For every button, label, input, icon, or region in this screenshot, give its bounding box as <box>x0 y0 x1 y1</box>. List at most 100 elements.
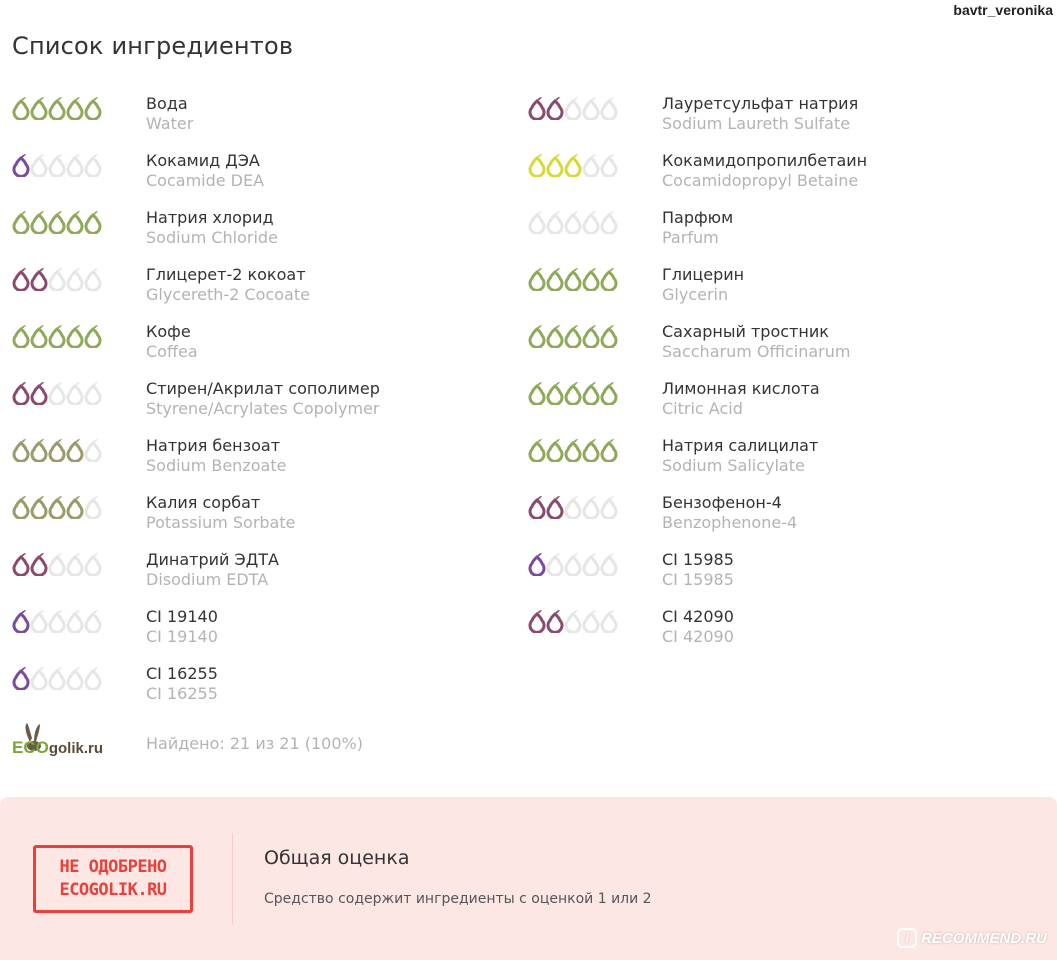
ingredient-name-ru[interactable]: CI 42090 <box>662 607 734 626</box>
ingredient-name-ru[interactable]: Вода <box>146 94 188 113</box>
ingredient-name-ru[interactable]: Натрия хлорид <box>146 208 274 227</box>
ingredient-name-ru[interactable]: Бензофенон-4 <box>662 493 782 512</box>
empty-drop-icon <box>564 97 582 120</box>
filled-drop-icon <box>30 268 48 291</box>
ingredient-item[interactable]: CI 16255 CI 16255 <box>0 660 516 717</box>
filled-drop-icon <box>546 97 564 120</box>
ingredient-name-ru[interactable]: Стирен/Акрилат сополимер <box>146 379 380 398</box>
ingredient-name-ru[interactable]: CI 19140 <box>146 607 218 626</box>
ingredient-names: Лауретсульфат натрия Sodium Laureth Sulfa… <box>662 90 858 134</box>
ingredient-name-en: Benzophenone-4 <box>662 513 798 532</box>
ingredient-name-ru[interactable]: Кокамидопропилбетаин <box>662 151 868 170</box>
filled-drop-icon <box>48 325 66 348</box>
ingredient-item[interactable]: Вода Water <box>0 90 516 147</box>
recommend-watermark: i RECOMMEND.RU <box>897 928 1047 948</box>
ingredient-item[interactable]: Стирен/Акрилат сополимер Styrene/Acrylate… <box>0 375 516 432</box>
empty-drop-icon <box>582 553 600 576</box>
filled-drop-icon <box>30 211 48 234</box>
ingredient-item[interactable]: Динатрий ЭДТА Disodium EDTA <box>0 546 516 603</box>
ingredient-names: Глицерет-2 кокоат Glycereth-2 Cocoate <box>146 261 310 305</box>
empty-drop-icon <box>66 553 84 576</box>
rating-drops <box>12 375 146 405</box>
ingredient-name-ru[interactable]: Динатрий ЭДТА <box>146 550 279 569</box>
ingredient-item[interactable]: CI 42090 CI 42090 <box>516 603 1032 660</box>
ingredient-name-ru[interactable]: Лимонная кислота <box>662 379 820 398</box>
ingredient-item[interactable]: Лауретсульфат натрия Sodium Laureth Sulfa… <box>516 90 1032 147</box>
filled-drop-icon <box>546 268 564 291</box>
filled-drop-icon <box>12 268 30 291</box>
ingredient-names: Кокамид ДЭА Cocamide DEA <box>146 147 264 191</box>
ingredient-names: Парфюм Parfum <box>662 204 733 248</box>
empty-drop-icon <box>48 268 66 291</box>
ingredient-name-ru[interactable]: CI 15985 <box>662 550 734 569</box>
logo-rest-text: golik.ru <box>48 740 104 757</box>
ingredient-item[interactable]: Кокамидопропилбетаин Cocamidopropyl Betai… <box>516 147 1032 204</box>
ingredient-name-en: Sodium Salicylate <box>662 456 805 475</box>
ingredient-item[interactable]: Кокамид ДЭА Cocamide DEA <box>0 147 516 204</box>
ingredient-name-ru[interactable]: Лауретсульфат натрия <box>662 94 859 113</box>
ingredient-name-ru[interactable]: Сахарный тростник <box>662 322 829 341</box>
empty-drop-icon <box>66 382 84 405</box>
ingredient-name-ru[interactable]: Парфюм <box>662 208 734 227</box>
not-approved-stamp: НЕ ОДОБРЕНО ECOGOLIK.RU <box>33 845 193 913</box>
filled-drop-icon <box>30 382 48 405</box>
empty-drop-icon <box>600 211 618 234</box>
watermark-text: RECOMMEND.RU <box>921 929 1047 947</box>
empty-drop-icon <box>84 610 102 633</box>
filled-drop-icon <box>12 496 30 519</box>
username[interactable]: bavtr_veronika <box>953 2 1053 18</box>
ingredient-name-en: Cocamide DEA <box>146 171 265 190</box>
filled-drop-icon <box>528 154 546 177</box>
page-title: Список ингредиентов <box>12 32 294 60</box>
ingredient-item[interactable]: Калия сорбат Potassium Sorbate <box>0 489 516 546</box>
ingredient-item[interactable]: Лимонная кислота Citric Acid <box>516 375 1032 432</box>
ingredient-item[interactable]: Парфюм Parfum <box>516 204 1032 261</box>
ecogolik-logo[interactable]: ECOgolik.ru <box>12 720 146 766</box>
ingredient-item[interactable]: Сахарный тростник Saccharum Officinarum <box>516 318 1032 375</box>
filled-drop-icon <box>564 325 582 348</box>
filled-drop-icon <box>546 154 564 177</box>
empty-drop-icon <box>564 610 582 633</box>
ingredient-name-ru[interactable]: Кокамид ДЭА <box>146 151 260 170</box>
ingredient-item[interactable]: Бензофенон-4 Benzophenone-4 <box>516 489 1032 546</box>
ingredient-names: Глицерин Glycerin <box>662 261 744 305</box>
ingredient-item[interactable]: CI 19140 CI 19140 <box>0 603 516 660</box>
rating-drops <box>528 90 662 120</box>
rating-drops <box>12 318 146 348</box>
ingredient-item[interactable]: CI 15985 CI 15985 <box>516 546 1032 603</box>
ingredient-name-ru[interactable]: Натрия бензоат <box>146 436 281 455</box>
ingredient-item[interactable]: Глицерин Glycerin <box>516 261 1032 318</box>
drop-rating-icon <box>528 496 618 519</box>
drop-rating-icon <box>12 382 102 405</box>
ingredient-item[interactable]: Глицерет-2 кокоат Glycereth-2 Cocoate <box>0 261 516 318</box>
empty-drop-icon <box>30 154 48 177</box>
filled-drop-icon <box>30 553 48 576</box>
empty-drop-icon <box>48 610 66 633</box>
ingredient-name-ru[interactable]: Глицерет-2 кокоат <box>146 265 306 284</box>
empty-drop-icon <box>582 496 600 519</box>
filled-drop-icon <box>12 382 30 405</box>
ingredient-name-ru[interactable]: Кофе <box>146 322 191 341</box>
empty-drop-icon <box>564 496 582 519</box>
filled-drop-icon <box>12 325 30 348</box>
empty-drop-icon <box>582 610 600 633</box>
ingredient-item[interactable]: Натрия салицилат Sodium Salicylate <box>516 432 1032 489</box>
ingredient-name-ru[interactable]: Глицерин <box>662 265 745 284</box>
ingredient-name-en: Styrene/Acrylates Copolymer <box>146 399 380 418</box>
filled-drop-icon <box>12 610 30 633</box>
overall-rating-description: Средство содержит ингредиенты с оценкой … <box>264 891 652 907</box>
ingredient-item[interactable]: Натрия бензоат Sodium Benzoate <box>0 432 516 489</box>
ingredient-names: Стирен/Акрилат сополимер Styrene/Acrylate… <box>146 375 380 419</box>
filled-drop-icon <box>30 496 48 519</box>
ingredient-item[interactable]: Натрия хлорид Sodium Chloride <box>0 204 516 261</box>
ingredient-name-ru[interactable]: CI 16255 <box>146 664 218 683</box>
ingredient-name-ru[interactable]: Калия сорбат <box>146 493 261 512</box>
filled-drop-icon <box>66 325 84 348</box>
drop-rating-icon <box>528 268 618 291</box>
ingredient-item[interactable]: Кофе Coffea <box>0 318 516 375</box>
drop-rating-icon <box>12 97 102 120</box>
ingredient-name-ru[interactable]: Натрия салицилат <box>662 436 819 455</box>
ingredient-name-en: Saccharum Officinarum <box>662 342 851 361</box>
ingredient-names: Натрия салицилат Sodium Salicylate <box>662 432 818 476</box>
filled-drop-icon <box>582 325 600 348</box>
